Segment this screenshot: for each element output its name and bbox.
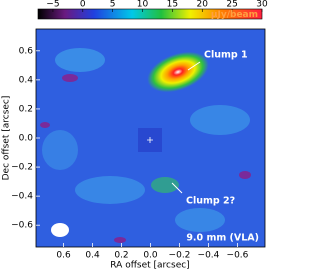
x-tick-label: −0.4: [198, 251, 220, 261]
x-tick-label: 0.2: [114, 251, 128, 261]
y-tick-label: −0.6: [11, 221, 33, 231]
annotation: 9.0 mm (VLA): [186, 233, 259, 244]
colorbar-tick-label: 10: [137, 0, 149, 10]
colorbar: [37, 8, 263, 20]
y-tick-label: 0.0: [19, 134, 34, 144]
x-tick-label: −0.6: [227, 251, 249, 261]
map: [36, 29, 265, 247]
colorbar-tick-label: 30: [256, 0, 268, 10]
colorbar-label: μJy/beam: [211, 10, 258, 20]
y-tick-label: −0.4: [11, 192, 33, 202]
y-axis-label: Dec offset [arcsec]: [2, 96, 12, 181]
colorbar-tick-label: 0: [80, 0, 86, 10]
y-tick-label: −0.2: [11, 163, 33, 173]
y-tick-label: 0.2: [19, 104, 33, 114]
annotation: Clump 1: [204, 50, 248, 61]
y-tick-label: 0.4: [19, 75, 34, 85]
colorbar-tick-label: 15: [167, 0, 178, 10]
x-axis-label: RA offset [arcsec]: [110, 261, 189, 271]
colorbar-tick-label: 20: [197, 0, 209, 10]
x-tick-label: −0.2: [169, 251, 191, 261]
chart: Dec offset [arcsec] RA offset [arcsec] 0…: [2, 0, 268, 271]
annotation: Clump 2?: [186, 196, 235, 207]
colorbar-tick-label: 5: [110, 0, 116, 10]
x-tick-label: 0.0: [143, 251, 158, 261]
colorbar-tick-label: 25: [226, 0, 237, 10]
x-tick-label: 0.6: [56, 251, 71, 261]
y-tick-label: 0.6: [19, 46, 34, 56]
colorbar-tick-label: −5: [46, 0, 59, 10]
pointer: [171, 61, 201, 194]
x-tick-label: 0.4: [85, 251, 100, 261]
